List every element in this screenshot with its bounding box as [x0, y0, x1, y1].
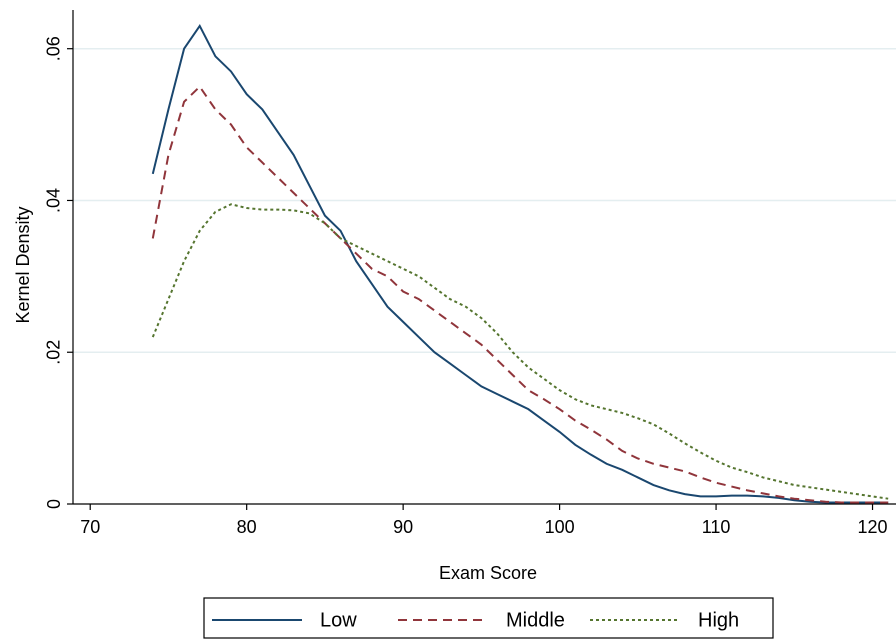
x-tick-label: 120 — [858, 517, 888, 537]
x-tick-label: 110 — [702, 517, 731, 537]
series-line — [151, 23, 889, 504]
legend-box — [203, 597, 774, 639]
y-tick-label: .04 — [44, 188, 64, 213]
x-tick-label: 70 — [80, 517, 100, 537]
y-tick-label: .02 — [44, 340, 64, 365]
legend-label: High — [698, 609, 739, 631]
y-tick-label: 0 — [44, 499, 64, 509]
x-tick-label: 80 — [237, 517, 257, 537]
series-line — [151, 203, 889, 500]
y-tick-label: .06 — [44, 36, 64, 61]
legend-label: Middle — [506, 609, 565, 631]
x-tick-label: 90 — [393, 517, 413, 537]
series-line — [151, 85, 889, 504]
x-axis-label: Exam Score — [439, 563, 537, 583]
y-axis-label: Kernel Density — [13, 206, 33, 323]
legend-label: Low — [320, 609, 357, 631]
x-tick-label: 100 — [545, 517, 575, 537]
